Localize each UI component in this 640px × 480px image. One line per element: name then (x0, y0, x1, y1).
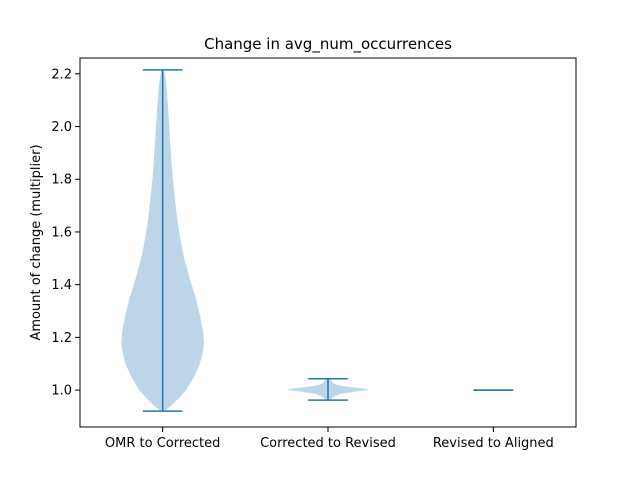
y-axis-title: Amount of change (multiplier) (29, 144, 44, 340)
violin-2 (286, 378, 370, 401)
y-tick-label: 1.4 (51, 278, 72, 293)
violin-1 (121, 69, 204, 412)
y-axis: 1.0 1.2 1.4 1.6 1.8 2.0 2.2 (51, 67, 80, 399)
y-tick-label: 1.8 (51, 173, 72, 188)
y-tick-label: 1.0 (51, 384, 72, 399)
chart-title: Change in avg_num_occurrences (204, 35, 452, 54)
y-tick-label: 1.2 (51, 331, 72, 346)
y-tick-label: 2.0 (51, 120, 72, 135)
x-axis: OMR to Corrected Corrected to Revised Revi… (105, 427, 554, 451)
x-tick-label: OMR to Corrected (105, 436, 221, 451)
y-tick-label: 1.6 (51, 225, 72, 240)
x-tick-label: Corrected to Revised (260, 436, 396, 451)
y-tick-label: 2.2 (51, 67, 72, 82)
violin-layer (121, 69, 514, 412)
x-tick-label: Revised to Aligned (433, 436, 554, 451)
